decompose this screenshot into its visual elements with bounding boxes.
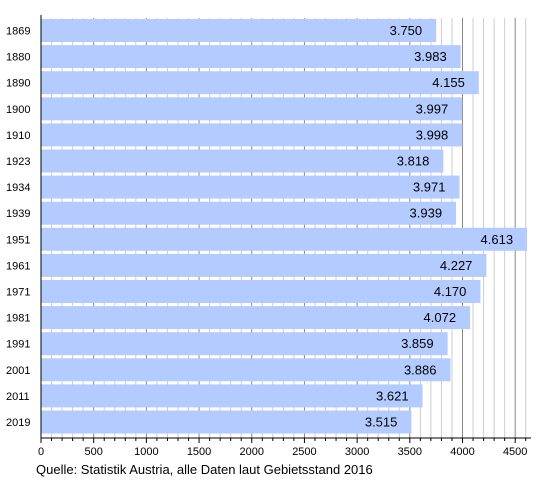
value-label-1991: 3.859	[401, 336, 434, 351]
bar-1939	[41, 201, 457, 225]
bar-1961	[41, 253, 487, 277]
x-tick-label-1500: 1500	[187, 446, 211, 458]
value-label-1910: 3.998	[416, 127, 449, 142]
bar-2019	[41, 410, 412, 434]
x-tick-label-4500: 4500	[503, 446, 527, 458]
category-label-1971: 1971	[6, 287, 30, 299]
x-tick-label-3500: 3500	[398, 446, 422, 458]
value-label-1951: 4.613	[481, 232, 514, 247]
bar-1934	[41, 175, 460, 199]
bar-1910	[41, 123, 463, 147]
bar-1981	[41, 306, 471, 330]
category-label-1869: 1869	[6, 26, 30, 38]
value-label-1981: 4.072	[424, 310, 457, 325]
value-label-2011: 3.621	[376, 388, 409, 403]
bar-1991	[41, 332, 448, 356]
value-label-2019: 3.515	[365, 415, 398, 430]
category-label-1991: 1991	[6, 339, 30, 351]
value-label-1900: 3.997	[416, 101, 449, 116]
category-label-1939: 1939	[6, 208, 30, 220]
category-label-1900: 1900	[6, 104, 30, 116]
category-label-2019: 2019	[6, 417, 30, 429]
bar-1890	[41, 71, 479, 95]
category-label-1951: 1951	[6, 234, 30, 246]
x-tick-label-3000: 3000	[345, 446, 369, 458]
bar-1880	[41, 45, 461, 69]
category-label-1890: 1890	[6, 78, 30, 90]
value-label-1923: 3.818	[397, 154, 430, 169]
bar-2011	[41, 384, 423, 408]
bar-1951	[41, 227, 528, 251]
source-note: Quelle: Statistik Austria, alle Daten la…	[36, 462, 373, 477]
x-tick-label-1000: 1000	[134, 446, 158, 458]
x-tick-label-2000: 2000	[240, 446, 264, 458]
bar-1971	[41, 280, 481, 303]
value-label-1939: 3.939	[410, 206, 443, 221]
category-label-1981: 1981	[6, 313, 30, 325]
bar-1900	[41, 97, 463, 121]
value-label-1934: 3.971	[413, 180, 446, 195]
value-label-1880: 3.983	[414, 49, 447, 64]
category-label-1880: 1880	[6, 52, 30, 64]
category-label-1923: 1923	[6, 156, 30, 168]
bar-1923	[41, 149, 444, 173]
category-label-1934: 1934	[6, 182, 30, 194]
category-label-2001: 2001	[6, 365, 30, 377]
category-label-1910: 1910	[6, 130, 30, 142]
bar-2001	[41, 358, 451, 382]
x-tick-label-4000: 4000	[450, 446, 474, 458]
value-label-1869: 3.750	[390, 23, 423, 38]
value-label-1890: 4.155	[432, 75, 465, 90]
x-tick-label-500: 500	[85, 446, 103, 458]
value-label-1971: 4.170	[434, 284, 467, 299]
x-tick-label-0: 0	[38, 446, 44, 458]
category-label-1961: 1961	[6, 260, 30, 272]
bar-chart: 3.750 1869 3.983 1880 4.155 1890 3.997 1900 3.99…	[6, 15, 531, 458]
value-label-1961: 4.227	[440, 258, 473, 273]
bar-1869	[41, 19, 437, 42]
value-label-2001: 3.886	[404, 362, 437, 377]
x-tick-label-2500: 2500	[292, 446, 316, 458]
category-label-2011: 2011	[6, 391, 30, 403]
